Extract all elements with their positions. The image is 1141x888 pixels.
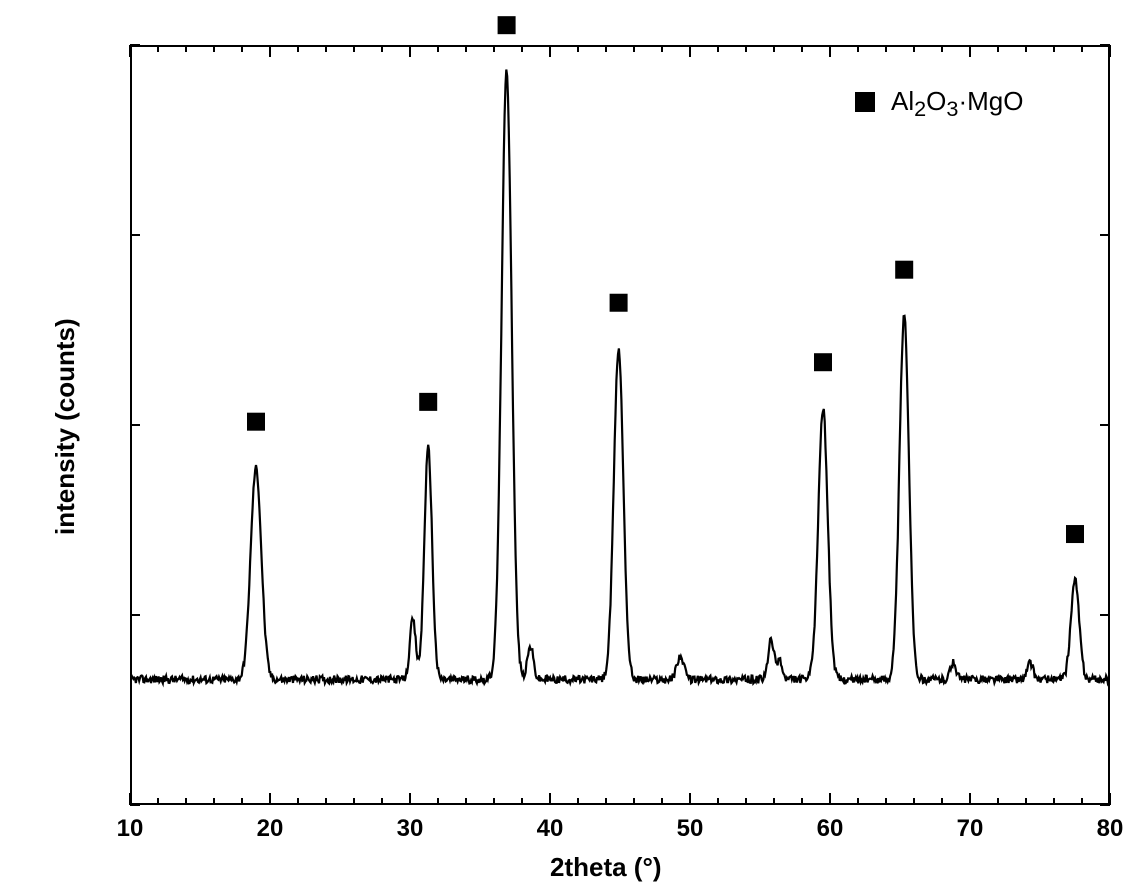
legend-label: Al2O3·MgO [891, 86, 1023, 122]
peak-marker-icon [1066, 525, 1084, 543]
chart-svg [0, 0, 1141, 888]
legend-marker-icon [855, 92, 875, 112]
peak-marker-icon [498, 16, 516, 34]
peak-marker-icon [247, 413, 265, 431]
peak-marker-icon [610, 294, 628, 312]
xrd-curve [130, 70, 1109, 684]
peak-marker-icon [419, 393, 437, 411]
peak-marker-icon [814, 353, 832, 371]
peak-marker-icon [895, 261, 913, 279]
